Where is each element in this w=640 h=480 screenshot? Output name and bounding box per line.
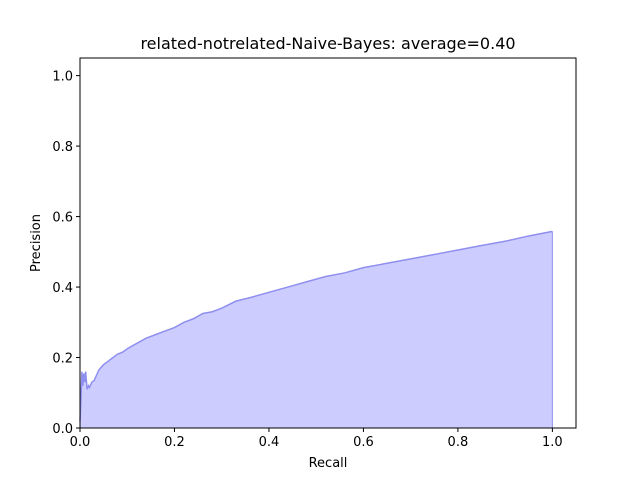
y-tick-label: 0.2: [52, 352, 73, 367]
pr-curve-line: [79, 230, 553, 421]
x-tick-label: 0.4: [259, 435, 280, 450]
y-tick-label: 0.0: [52, 422, 73, 437]
x-tick-label: 0.8: [448, 435, 469, 450]
pr-area-fill: [80, 231, 553, 428]
x-tick-label: 0.0: [70, 435, 91, 450]
x-tick-label: 1.0: [542, 435, 563, 450]
x-axis: 0.0 0.2 0.4 0.6 0.8 1.0: [70, 428, 563, 450]
x-tick-label: 0.2: [164, 435, 185, 450]
y-axis: 0.0 0.2 0.4 0.6 0.8 1.0: [52, 70, 80, 437]
y-axis-label: Precision: [29, 214, 44, 272]
y-tick-label: 0.8: [52, 140, 73, 155]
plot-frame: [79, 57, 577, 429]
y-tick-label: 0.6: [52, 211, 73, 226]
x-tick-label: 0.6: [353, 435, 374, 450]
chart-title: related-notrelated-Naive-Bayes: average=…: [140, 34, 515, 53]
y-tick-label: 1.0: [52, 70, 73, 85]
y-tick-label: 0.4: [52, 281, 73, 296]
x-axis-label: Recall: [309, 456, 348, 471]
plot-area: [79, 230, 553, 428]
